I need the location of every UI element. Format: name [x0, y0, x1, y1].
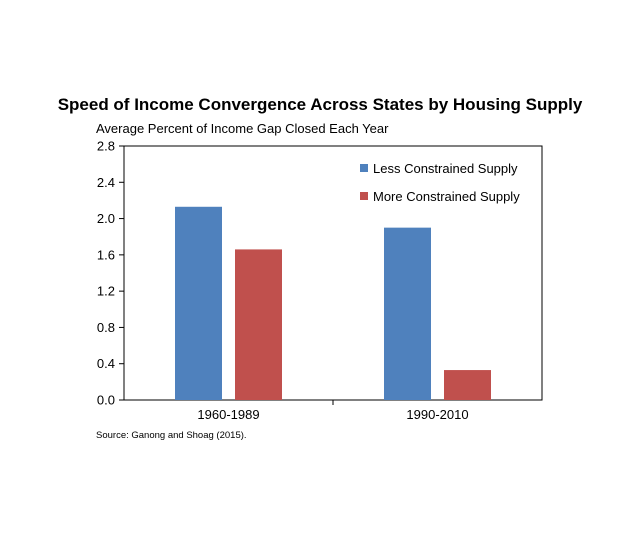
y-tick-label: 1.2 — [97, 284, 115, 299]
bar-less-constrained-1960-1989 — [175, 206, 222, 400]
legend-label: More Constrained Supply — [373, 189, 520, 204]
legend-swatch — [360, 164, 368, 172]
bar-more-constrained-1960-1989 — [235, 249, 282, 400]
y-tick-label: 2.0 — [97, 211, 115, 226]
y-tick-label: 0.4 — [97, 356, 115, 371]
chart-title: Speed of Income Convergence Across State… — [57, 95, 583, 114]
bar-less-constrained-1990-2010 — [384, 227, 431, 400]
source-note: Source: Ganong and Shoag (2015). — [96, 430, 247, 441]
y-tick-label: 1.6 — [97, 247, 115, 262]
chart-subtitle: Average Percent of Income Gap Closed Eac… — [96, 121, 389, 136]
x-tick-label: 1990-2010 — [406, 407, 468, 422]
y-tick-label: 2.8 — [97, 139, 115, 154]
legend-swatch — [360, 192, 368, 200]
x-tick-label: 1960-1989 — [197, 407, 259, 422]
y-tick-label: 2.4 — [97, 175, 115, 190]
bar-more-constrained-1990-2010 — [444, 370, 491, 400]
legend-label: Less Constrained Supply — [373, 161, 518, 176]
y-tick-label: 0.0 — [97, 393, 115, 408]
y-tick-label: 0.8 — [97, 320, 115, 335]
